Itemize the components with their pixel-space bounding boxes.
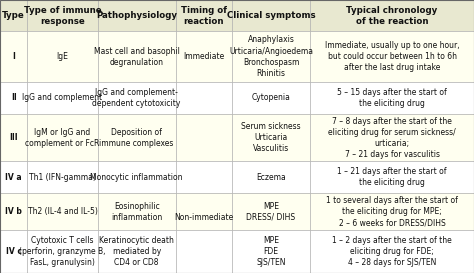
- Text: Keratinocytic death
mediated by
CD4 or CD8: Keratinocytic death mediated by CD4 or C…: [99, 236, 174, 267]
- Bar: [176, 31, 232, 82]
- Text: MPE
FDE
SJS/TEN: MPE FDE SJS/TEN: [256, 236, 286, 267]
- Bar: [98, 31, 176, 82]
- Bar: [310, 230, 474, 273]
- Bar: [310, 161, 474, 194]
- Bar: [232, 82, 310, 114]
- Text: IgG and complement: IgG and complement: [22, 93, 102, 102]
- Text: 5 – 15 days after the start of
the eliciting drug: 5 – 15 days after the start of the elici…: [337, 88, 447, 108]
- Bar: [27, 161, 98, 194]
- Text: Type of immune
response: Type of immune response: [24, 6, 101, 26]
- Bar: [98, 0, 176, 31]
- Bar: [232, 161, 310, 194]
- Bar: [27, 114, 98, 161]
- Text: Th1 (IFN-gamma): Th1 (IFN-gamma): [29, 173, 96, 182]
- Bar: [27, 230, 98, 273]
- Text: Eosinophilic
inflammation: Eosinophilic inflammation: [111, 202, 162, 222]
- Text: Timing of
reaction: Timing of reaction: [181, 6, 227, 26]
- Text: Cytopenia: Cytopenia: [252, 93, 291, 102]
- Bar: [27, 31, 98, 82]
- Bar: [176, 230, 232, 273]
- Text: Mast cell and basophil
degranulation: Mast cell and basophil degranulation: [94, 47, 180, 67]
- Bar: [0, 114, 27, 161]
- Bar: [232, 0, 310, 31]
- Bar: [27, 0, 98, 31]
- Text: Type: Type: [2, 11, 25, 20]
- Text: Cytotoxic T cells
(perforin, granzyme B,
FasL, granulysin): Cytotoxic T cells (perforin, granzyme B,…: [19, 236, 106, 267]
- Bar: [98, 114, 176, 161]
- Text: Clinical symptoms: Clinical symptoms: [227, 11, 315, 20]
- Bar: [310, 194, 474, 230]
- Bar: [176, 82, 232, 114]
- Text: 7 – 8 days after the start of the
eliciting drug for serum sickness/
urticaria;
: 7 – 8 days after the start of the elicit…: [328, 117, 456, 159]
- Bar: [310, 0, 474, 31]
- Bar: [0, 161, 27, 194]
- Text: Th2 (IL-4 and IL-5): Th2 (IL-4 and IL-5): [27, 207, 98, 216]
- Text: Monocytic inflammation: Monocytic inflammation: [91, 173, 183, 182]
- Bar: [176, 194, 232, 230]
- Text: Non-immediate: Non-immediate: [174, 213, 233, 222]
- Bar: [176, 161, 232, 194]
- Bar: [98, 161, 176, 194]
- Bar: [0, 0, 27, 31]
- Bar: [27, 194, 98, 230]
- Text: Immediate, usually up to one hour,
but could occur between 1h to 6h
after the la: Immediate, usually up to one hour, but c…: [325, 41, 459, 72]
- Text: Serum sickness
Urticaria
Vasculitis: Serum sickness Urticaria Vasculitis: [241, 122, 301, 153]
- Bar: [98, 82, 176, 114]
- Bar: [310, 114, 474, 161]
- Text: 1 – 2 days after the start of the
eliciting drug for FDE;
4 – 28 days for SJS/TE: 1 – 2 days after the start of the elicit…: [332, 236, 452, 267]
- Bar: [0, 230, 27, 273]
- Text: IgE: IgE: [56, 52, 68, 61]
- Bar: [98, 230, 176, 273]
- Text: IV c: IV c: [6, 247, 22, 256]
- Text: Typical chronology
of the reaction: Typical chronology of the reaction: [346, 6, 438, 26]
- Bar: [176, 0, 232, 31]
- Bar: [98, 194, 176, 230]
- Bar: [232, 194, 310, 230]
- Text: Deposition of
immune complexes: Deposition of immune complexes: [100, 127, 174, 148]
- Bar: [232, 230, 310, 273]
- Bar: [176, 114, 232, 161]
- Text: III: III: [9, 133, 18, 142]
- Text: 1 to several days after the start of
the eliciting drug for MPE;
2 – 6 weeks for: 1 to several days after the start of the…: [326, 196, 458, 227]
- Bar: [0, 31, 27, 82]
- Text: Immediate: Immediate: [183, 52, 224, 61]
- Text: I: I: [12, 52, 15, 61]
- Text: II: II: [11, 93, 17, 102]
- Bar: [310, 31, 474, 82]
- Bar: [27, 82, 98, 114]
- Text: IgM or IgG and
complement or FcR: IgM or IgG and complement or FcR: [25, 127, 100, 148]
- Text: IgG and complement-
dependent cytotoxicity: IgG and complement- dependent cytotoxici…: [92, 88, 181, 108]
- Text: 1 – 21 days after the start of
the eliciting drug: 1 – 21 days after the start of the elici…: [337, 167, 447, 188]
- Text: Pathophysiology: Pathophysiology: [96, 11, 177, 20]
- Text: MPE
DRESS/ DIHS: MPE DRESS/ DIHS: [246, 202, 295, 222]
- Bar: [232, 114, 310, 161]
- Bar: [0, 194, 27, 230]
- Text: IV b: IV b: [5, 207, 22, 216]
- Text: IV a: IV a: [5, 173, 22, 182]
- Text: Anaphylaxis
Urticaria/Angioedema
Bronchospasm
Rhinitis: Anaphylaxis Urticaria/Angioedema Broncho…: [229, 35, 313, 78]
- Text: Eczema: Eczema: [256, 173, 286, 182]
- Bar: [0, 82, 27, 114]
- Bar: [310, 82, 474, 114]
- Bar: [232, 31, 310, 82]
